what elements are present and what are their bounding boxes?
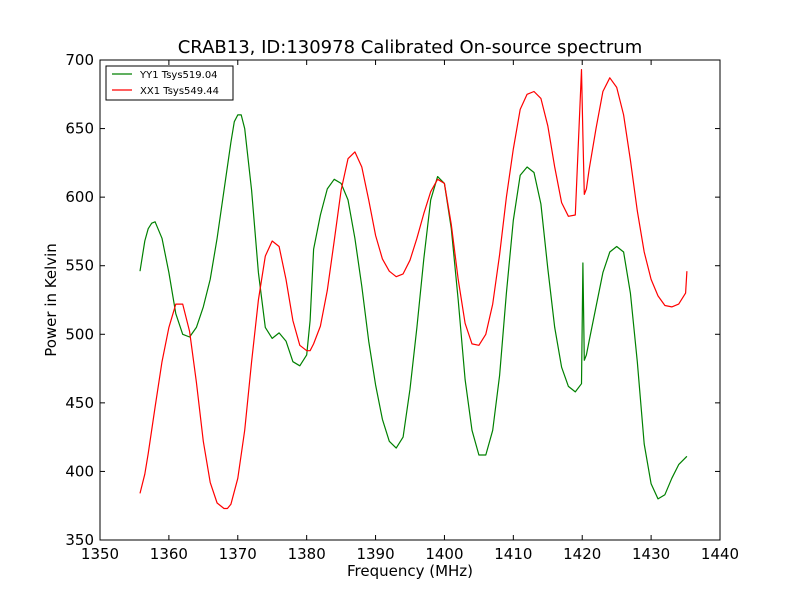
- plot-area: [139, 68, 688, 510]
- axis-ticks: 1350 1360 1370 1380 1390 1400 1410 1420 1430 1440…: [65, 51, 739, 563]
- y-axis-label: Power in Kelvin: [42, 243, 60, 357]
- x-tick-label: 1430: [632, 545, 670, 563]
- x-tick-label: 1350: [81, 545, 119, 563]
- legend-label-0: YY1 Tsys519.04: [139, 70, 218, 81]
- x-axis-label: Frequency (MHz): [347, 562, 473, 580]
- y-tick-label: 350: [65, 531, 94, 549]
- x-tick-label: 1420: [563, 545, 601, 563]
- x-tick-label: 1360: [150, 545, 188, 563]
- x-tick-label: 1370: [219, 545, 257, 563]
- plot-frame: [99, 59, 721, 541]
- series-line-0: [139, 114, 688, 500]
- y-tick-label: 400: [65, 462, 94, 480]
- series-line-1: [139, 68, 688, 510]
- legend-label-1: XX1 Tsys549.44: [140, 86, 219, 97]
- y-tick-label: 550: [65, 257, 94, 275]
- x-tick-label: 1440: [701, 545, 739, 563]
- y-tick-label: 700: [65, 51, 94, 69]
- y-tick-label: 650: [65, 120, 94, 138]
- x-tick-label: 1410: [494, 545, 532, 563]
- x-tick-label: 1390: [356, 545, 394, 563]
- y-tick-label: 500: [65, 325, 94, 343]
- legend: YY1 Tsys519.04 XX1 Tsys549.44: [105, 65, 234, 101]
- legend-box: [105, 65, 234, 101]
- x-tick-label: 1400: [425, 545, 463, 563]
- x-tick-label: 1380: [288, 545, 326, 563]
- y-tick-label: 450: [65, 394, 94, 412]
- y-tick-label: 600: [65, 188, 94, 206]
- chart-title: CRAB13, ID:130978 Calibrated On-source s…: [178, 37, 643, 58]
